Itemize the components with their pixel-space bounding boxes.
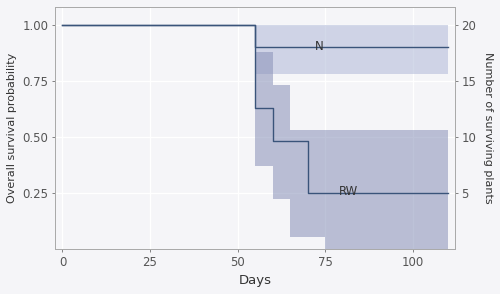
Text: RW: RW [339,185,358,198]
Y-axis label: Overall survival probability: Overall survival probability [7,53,17,203]
Y-axis label: Number of surviving plants: Number of surviving plants [483,52,493,203]
X-axis label: Days: Days [238,274,272,287]
Text: N: N [314,40,324,53]
